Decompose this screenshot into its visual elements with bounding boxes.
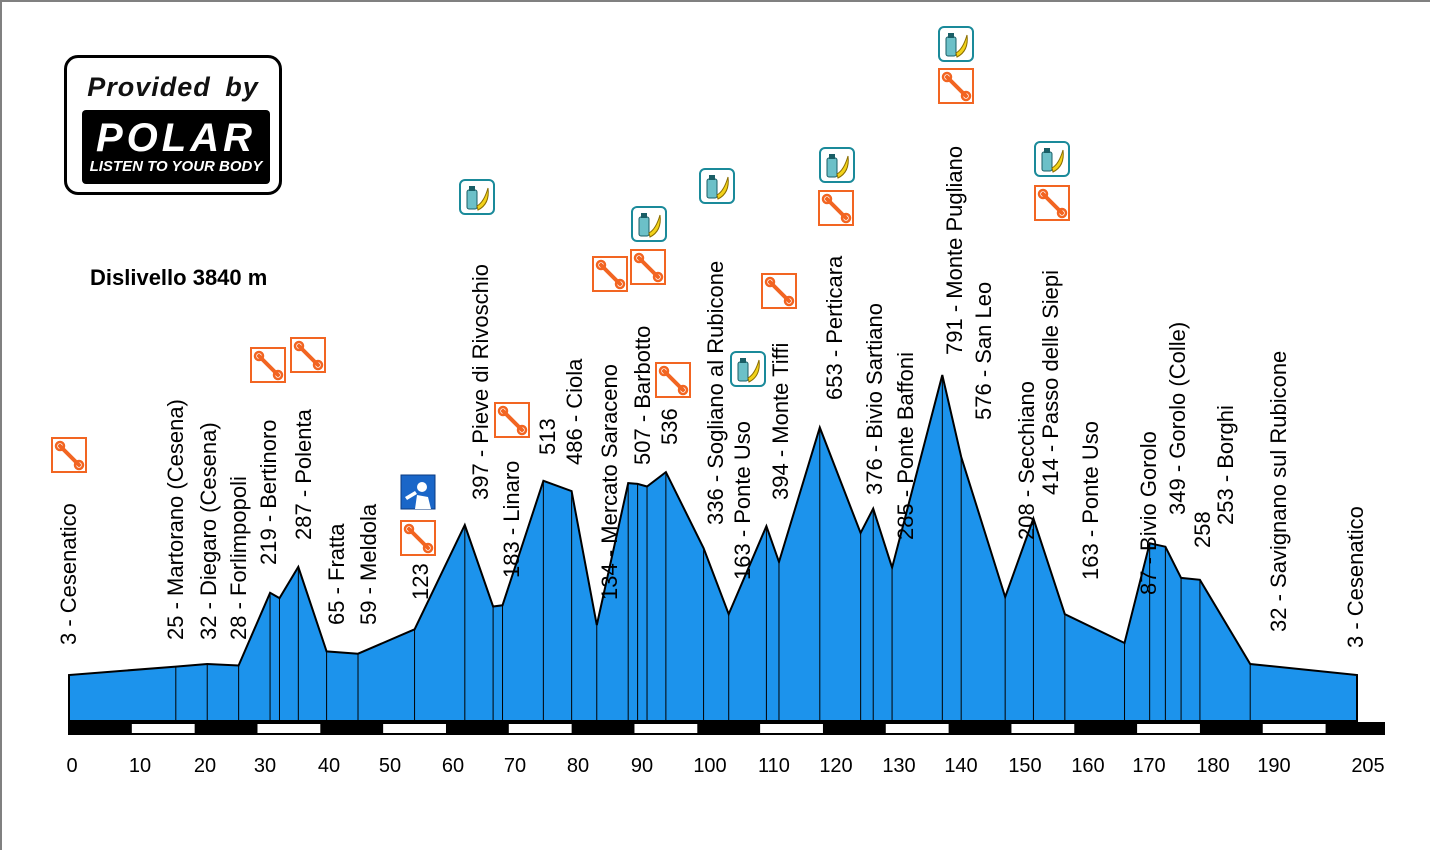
mechanic-assistance-icon xyxy=(51,437,87,473)
x-tick-label: 60 xyxy=(442,755,464,777)
feed-zone-icon xyxy=(938,26,974,62)
distance-scale-segment xyxy=(1262,724,1326,733)
logo-tagline: LISTEN TO YOUR BODY xyxy=(89,158,263,175)
mechanic-assistance-icon xyxy=(250,347,286,383)
mechanic-assistance-icon xyxy=(1034,185,1070,221)
x-tick-label: 120 xyxy=(819,755,852,777)
elevation-gain-label: Dislivello 3840 m xyxy=(90,265,268,290)
x-tick-label: 0 xyxy=(66,755,77,777)
distance-scale-segment xyxy=(257,724,321,733)
location-label: 394 - Monte Tiffi xyxy=(768,343,793,500)
x-tick-label: 10 xyxy=(129,755,151,777)
location-label: 336 - Sogliano al Rubicone xyxy=(703,261,728,525)
x-tick-label: 80 xyxy=(567,755,589,777)
location-label: 486 - Ciola xyxy=(562,358,587,465)
mechanic-assistance-icon xyxy=(290,337,326,373)
x-tick-label: 205 xyxy=(1351,755,1384,777)
x-tick-label: 70 xyxy=(504,755,526,777)
location-label: 653 - Perticara xyxy=(822,255,847,400)
x-tick-label: 90 xyxy=(631,755,653,777)
location-label: 414 - Passo delle Siepi xyxy=(1038,270,1063,495)
location-label: 536 xyxy=(657,408,682,445)
location-label: 507 - Barbotto xyxy=(630,326,655,465)
mechanic-assistance-icon xyxy=(938,68,974,104)
x-tick-label: 150 xyxy=(1008,755,1041,777)
location-label: 285 - Ponte Baffoni xyxy=(893,352,918,540)
location-label: 397 - Pieve di Rivoschio xyxy=(468,264,493,500)
location-label: 134 - Mercato Saraceno xyxy=(597,364,622,600)
location-label: 123 xyxy=(408,563,433,600)
x-tick-label: 40 xyxy=(318,755,340,777)
feed-zone-icon xyxy=(699,168,735,204)
mechanic-assistance-icon xyxy=(630,249,666,285)
location-label: 576 - San Leo xyxy=(971,282,996,420)
location-label: 3 - Cesenatico xyxy=(56,503,81,645)
location-label: 3 - Cesenatico xyxy=(1343,506,1368,648)
distance-scale-segment xyxy=(885,724,949,733)
location-label: 208 - Secchiano xyxy=(1014,381,1039,540)
logo-brand-name: POLAR xyxy=(96,116,256,160)
location-label: 32 - Diegaro (Cesena) xyxy=(196,422,221,640)
x-tick-label: 170 xyxy=(1132,755,1165,777)
location-label: 28 - Forlimpopoli xyxy=(226,476,251,640)
location-label: 258 xyxy=(1190,511,1215,548)
distance-scale-segment xyxy=(634,724,698,733)
location-label: 183 - Linaro xyxy=(499,461,524,578)
mechanic-assistance-icon xyxy=(761,273,797,309)
x-tick-label: 130 xyxy=(882,755,915,777)
x-tick-label: 180 xyxy=(1196,755,1229,777)
location-label: 163 - Ponte Uso xyxy=(1078,421,1103,580)
location-label: 163 - Ponte Uso xyxy=(730,421,755,580)
x-tick-label: 160 xyxy=(1071,755,1104,777)
location-label: 791 - Monte Pugliano xyxy=(942,146,967,355)
distance-scale-segment xyxy=(131,724,195,733)
logo-brand-panel: POLAR LISTEN TO YOUR BODY xyxy=(82,110,270,184)
x-tick-label: 20 xyxy=(194,755,216,777)
water-point-icon xyxy=(400,474,436,510)
mechanic-assistance-icon xyxy=(592,256,628,292)
x-tick-label: 50 xyxy=(379,755,401,777)
mechanic-assistance-icon xyxy=(818,190,854,226)
location-label: 59 - Meldola xyxy=(356,503,381,625)
location-label: 25 - Martorano (Cesena) xyxy=(163,399,188,640)
x-tick-label: 30 xyxy=(254,755,276,777)
distance-scale-segment xyxy=(1011,724,1075,733)
feed-zone-icon xyxy=(730,351,766,387)
distance-scale-segment xyxy=(383,724,446,733)
feed-zone-icon xyxy=(459,179,495,215)
x-tick-label: 100 xyxy=(693,755,726,777)
location-label: 287 - Polenta xyxy=(291,408,316,540)
location-label: 32 - Savignano sul Rubicone xyxy=(1266,351,1291,632)
x-tick-label: 140 xyxy=(944,755,977,777)
mechanic-assistance-icon xyxy=(400,520,436,556)
feed-zone-icon xyxy=(631,206,667,242)
location-label: 513 xyxy=(535,418,560,455)
location-label: 219 - Bertinoro xyxy=(256,419,281,565)
x-tick-label: 110 xyxy=(758,755,790,777)
distance-scale-segment xyxy=(760,724,823,733)
mechanic-assistance-icon xyxy=(494,402,530,438)
location-label: 349 - Gorolo (Colle) xyxy=(1165,322,1190,515)
location-label: 65 - Fratta xyxy=(324,523,349,625)
location-label: 253 - Borghi xyxy=(1213,405,1238,525)
x-tick-label: 190 xyxy=(1257,755,1290,777)
feed-zone-icon xyxy=(819,147,855,183)
sponsor-logo: Provided by POLAR LISTEN TO YOUR BODY xyxy=(64,55,282,195)
location-label: 376 - Bivio Sartiano xyxy=(862,303,887,495)
location-label: 87 - Bivio Gorolo xyxy=(1136,431,1161,595)
feed-zone-icon xyxy=(1034,141,1070,177)
logo-provided-by: Provided by xyxy=(87,72,259,102)
distance-scale-segment xyxy=(1137,724,1200,733)
distance-scale-segment xyxy=(508,724,572,733)
mechanic-assistance-icon xyxy=(655,362,691,398)
